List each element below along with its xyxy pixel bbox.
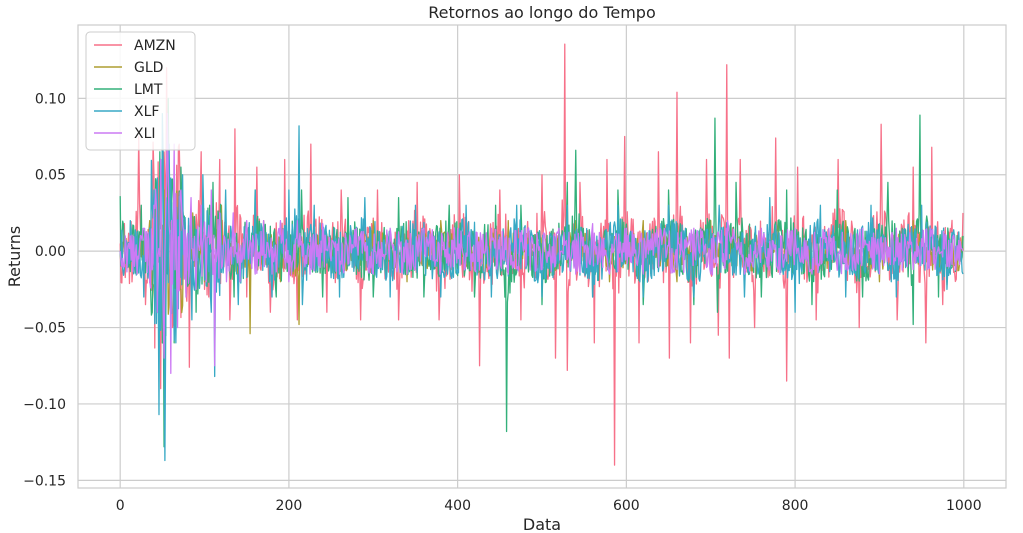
- x-tick-label: 0: [116, 498, 125, 514]
- x-tick-label: 1000: [946, 498, 982, 514]
- x-axis-title: Data: [523, 515, 561, 533]
- legend: AMZN GLD LMT XLF XLI: [85, 31, 196, 151]
- x-tick-label: 800: [782, 498, 809, 514]
- x-tick-label: 200: [276, 498, 303, 514]
- legend-label: GLD: [134, 60, 163, 76]
- series-lines: [119, 43, 964, 466]
- x-axis-ticks: 0 200 400 600 800 1000: [116, 498, 982, 514]
- series-line-xli: [119, 112, 964, 375]
- y-tick-label: −0.10: [23, 397, 66, 413]
- y-axis-title: Returns: [5, 226, 24, 287]
- legend-label: LMT: [134, 82, 163, 98]
- plot-frame: [77, 24, 1007, 489]
- legend-box: [85, 31, 196, 151]
- legend-label: AMZN: [134, 38, 176, 54]
- y-tick-label: −0.05: [23, 321, 66, 337]
- y-tick-label: −0.15: [23, 473, 66, 489]
- y-tick-label: 0.00: [35, 244, 66, 260]
- y-tick-label: 0.10: [35, 91, 66, 107]
- y-tick-label: 0.05: [35, 168, 66, 184]
- x-tick-label: 600: [613, 498, 640, 514]
- chart-title: Retornos ao longo do Tempo: [428, 3, 656, 22]
- legend-label: XLF: [134, 104, 159, 120]
- y-axis-ticks: −0.15 −0.10 −0.05 0.00 0.05 0.10: [23, 91, 66, 489]
- legend-label: XLI: [134, 126, 156, 142]
- x-tick-label: 400: [444, 498, 471, 514]
